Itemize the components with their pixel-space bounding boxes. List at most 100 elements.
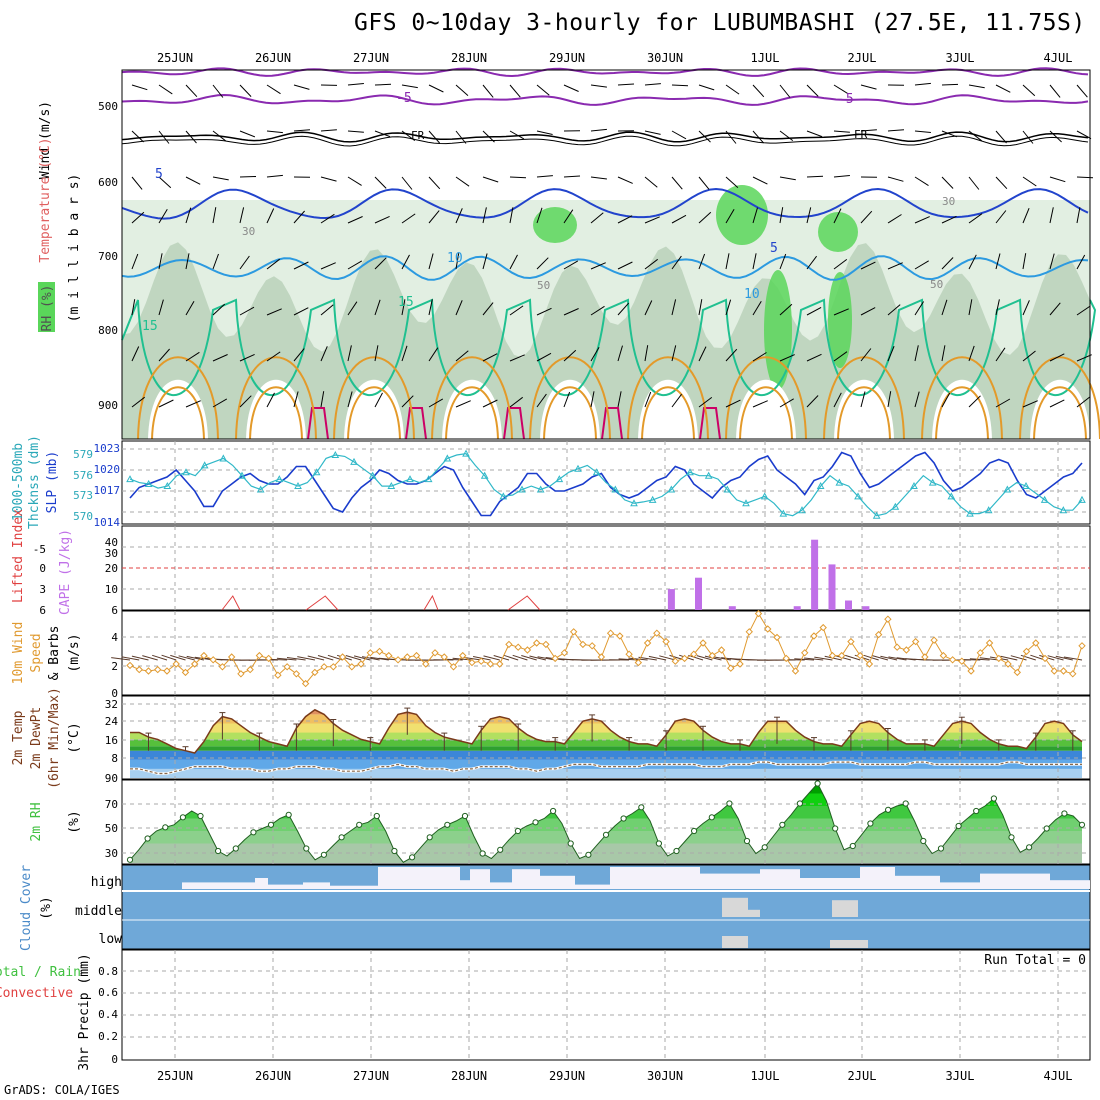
temp-band-4	[130, 739, 1082, 747]
wind10m-point-83	[893, 643, 901, 651]
wind10m-barb-56	[628, 657, 648, 661]
thickness-marker-58	[667, 485, 676, 493]
upper-barb-0-267	[266, 84, 281, 95]
slp-ticks: 1023 1020 1017 1014	[94, 442, 121, 529]
upper-barb-0-1023	[1022, 84, 1036, 97]
upper-barb-0-375	[374, 83, 392, 86]
upper-barb-2-618	[617, 176, 633, 184]
upper-barb-7-969	[968, 395, 981, 408]
rh2m-point-28	[373, 812, 380, 820]
contour-10	[121, 255, 1089, 281]
upper-barb-1-267	[266, 130, 283, 134]
cloud-high-clear-12	[610, 867, 700, 889]
upper-barb-1-159	[158, 130, 170, 144]
wind10m-point-38	[477, 657, 485, 665]
wind10m-point-22	[329, 663, 338, 671]
upper-barb-0-429	[428, 84, 444, 93]
upper-barb-6-915	[914, 345, 919, 362]
rh2m-point-38	[461, 812, 469, 820]
wind10m-point-96	[1013, 668, 1022, 677]
label-wind-units: (m/s)	[67, 633, 82, 672]
wind10m-point-50	[588, 642, 596, 650]
upper-air-y-ticks: 500 600 700 800 900	[98, 100, 118, 412]
top-date-axis: 25JUN 26JUN 27JUN 28JUN 29JUN 30JUN 1JUL…	[157, 51, 1073, 65]
upper-barb-5-834	[833, 308, 849, 316]
thickness-marker-26	[368, 471, 377, 479]
precip-tick-0.6: 0.6	[98, 986, 118, 999]
wind10m-barb-7	[178, 655, 195, 661]
wind10m-point-100	[1050, 667, 1058, 675]
upper-barb-2-1050	[1049, 176, 1066, 183]
contour-minus10	[121, 67, 1089, 78]
rh2m-point-70	[743, 837, 751, 845]
wind10m-point-99	[1041, 654, 1049, 663]
upper-barb-0-753	[752, 84, 765, 98]
thickness-marker-50	[592, 468, 601, 476]
wind10m-point-1	[135, 665, 143, 674]
lifted-index-line	[221, 594, 541, 611]
upper-barb-7-861	[860, 391, 866, 408]
thickness-marker-96	[1022, 482, 1030, 490]
rh-dry-lobe-6	[736, 379, 796, 439]
contour-label-fr-b: FR	[854, 128, 868, 141]
thickness-marker-66	[742, 499, 750, 507]
cloud-level-labels: high middle low	[75, 875, 122, 947]
upper-barb-7-267	[266, 392, 275, 408]
upper-barb-4-807	[806, 255, 817, 270]
contour-label-minus5-b: -5	[838, 92, 854, 107]
upper-barb-0-483	[482, 84, 494, 98]
upper-barb-4-537	[536, 257, 549, 270]
upper-barb-3-591	[590, 212, 604, 224]
rh2m-point-98	[990, 795, 998, 802]
wind10m-barb-75	[804, 657, 824, 661]
date-label-bottom-1: 26JUN	[255, 1069, 291, 1083]
contour-20-lobe-2	[333, 356, 415, 440]
rh2m-point-92	[937, 845, 945, 852]
thickness-tick-579: 579	[73, 448, 93, 461]
upper-barb-0-645	[644, 83, 661, 86]
upper-barb-5-969	[968, 299, 973, 316]
contour-labels: -5 -5 FR FR 5 5 10 10 15 15 30 30 50 50	[142, 91, 955, 334]
rh-tick-30: 30	[105, 847, 118, 860]
upper-barb-3-996	[995, 210, 1007, 224]
wind10m-point-16	[274, 671, 282, 679]
date-label-top-3: 28JUN	[451, 51, 487, 65]
rh-moist-area-4	[828, 272, 852, 368]
upper-barb-0-618	[617, 83, 635, 86]
upper-barb-3-402	[401, 213, 416, 224]
wind10m-point-39	[486, 660, 495, 668]
thickness-marker-70	[779, 509, 788, 517]
rh2m-ticks: 90 70 50 30	[105, 772, 118, 860]
rh2m-point-22	[320, 851, 327, 858]
upper-barb-4-240	[239, 255, 250, 270]
wind10m-point-31	[412, 651, 421, 660]
pressure-thickness-panel: 579 576 573 570 1023 1020 1017 1014 1000…	[11, 435, 1091, 529]
temperature2m-ticks: 32 24 16 8	[105, 698, 119, 765]
wind10m-barb-18	[276, 657, 297, 661]
label-millibars: (m i l l i b a r s)	[67, 174, 82, 323]
thickness-marker-80	[872, 511, 881, 519]
thickness-marker-28	[387, 482, 396, 490]
wind10m-barb-98	[1020, 654, 1036, 661]
wind10m-barb-93	[969, 658, 990, 661]
date-label-bottom-8: 3JUL	[946, 1069, 975, 1083]
wind10m-barb-94	[979, 657, 999, 661]
slp-tick-1014: 1014	[94, 516, 121, 529]
upper-barb-3-510	[509, 207, 514, 224]
upper-barb-6-996	[995, 347, 1006, 362]
dewpt2m-line	[130, 761, 1082, 775]
cape-bar-3	[793, 606, 801, 610]
rh2m-point-8	[197, 812, 204, 820]
label-rh2m-units: (%)	[67, 810, 82, 833]
rh2m-point-4	[162, 824, 169, 831]
wind10m-point-94	[995, 654, 1003, 663]
label-cloud-cover: Cloud Cover	[19, 865, 34, 951]
upper-barb-4-213	[212, 253, 219, 270]
thickness-marker-72	[798, 506, 806, 514]
upper-barb-0-456	[455, 84, 469, 96]
upper-barb-2-159	[158, 176, 172, 189]
thickness-marker-10	[219, 454, 228, 462]
wind10m-point-101	[1059, 667, 1068, 675]
upper-barb-5-456	[455, 300, 463, 316]
upper-barb-4-861	[860, 261, 876, 270]
